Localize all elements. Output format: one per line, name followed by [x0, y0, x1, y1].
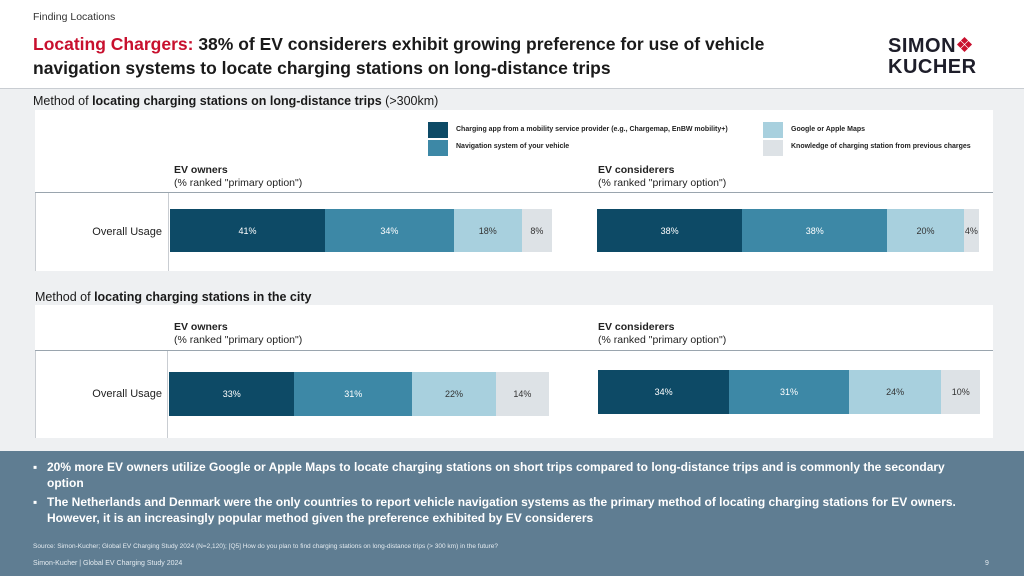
group-name: EV owners: [174, 164, 228, 176]
method-bold: locating charging stations on long-dista…: [92, 94, 382, 108]
segment-value-label: 38%: [805, 225, 824, 236]
legend-swatch-maps: [763, 122, 783, 138]
insights-band: [0, 451, 1024, 576]
section-label: Finding Locations: [33, 11, 116, 23]
legend-label-nav: Navigation system of your vehicle: [456, 143, 570, 150]
source-note: Source: Simon-Kucher; Global EV Charging…: [33, 543, 499, 550]
segment-previous-knowledge: 8%: [521, 209, 552, 252]
legend-label-knowledge: Knowledge of charging station from previ…: [791, 143, 971, 150]
title-accent: Locating Chargers:: [33, 34, 194, 54]
segment-google-apple-maps: 24%: [848, 370, 942, 414]
legend-label-app: Charging app from a mobility service pro…: [456, 126, 728, 133]
group-title-owners-2: EV owners (% ranked "primary option"): [174, 321, 302, 347]
segment-charging-app: 38%: [597, 209, 743, 252]
segment-charging-app: 34%: [598, 370, 730, 414]
stacked-bar-owners-city: 33% 31% 22% 14%: [169, 372, 549, 416]
method-prefix: Method of: [33, 94, 93, 108]
group-subtitle: (% ranked "primary option"): [174, 177, 303, 189]
segment-previous-knowledge: 10%: [941, 370, 980, 414]
bullet-marker-icon: ▪: [33, 460, 38, 474]
segment-value-label: 38%: [660, 225, 679, 236]
segment-google-apple-maps: 20%: [887, 209, 964, 252]
segment-value-label: 20%: [916, 225, 935, 236]
segment-value-label: 41%: [238, 225, 257, 236]
bar-axis-2: [167, 351, 168, 438]
group-name: EV considerers: [598, 164, 675, 176]
stacked-bar-considerers-city: 34% 31% 24% 10%: [598, 370, 980, 414]
method-suffix: (>300km): [381, 94, 439, 108]
group-subtitle: (% ranked "primary option"): [598, 334, 727, 346]
method-heading-long-distance: Method of locating charging stations on …: [33, 94, 438, 108]
segment-value-label: 10%: [951, 387, 970, 397]
method-prefix: Method of: [35, 290, 95, 304]
segment-value-label: 31%: [344, 389, 363, 399]
segment-charging-app: 41%: [170, 209, 326, 252]
segment-previous-knowledge: 14%: [495, 372, 549, 416]
segment-value-label: 8%: [530, 225, 544, 236]
logo-line-2: KUCHER: [888, 56, 977, 78]
stacked-bar-considerers-long-distance: 38% 38% 20% 4%: [597, 209, 979, 252]
page-number: 9: [985, 560, 989, 567]
row-label-overall-2: Overall Usage: [92, 388, 162, 400]
segment-value-label: 34%: [654, 387, 673, 397]
method-heading-city: Method of locating charging stations in …: [35, 290, 311, 304]
segment-charging-app: 33%: [169, 372, 295, 416]
segment-value-label: 14%: [513, 389, 532, 399]
logo-diamonds-icon: [957, 36, 973, 52]
segment-value-label: 18%: [478, 225, 497, 236]
group-name: EV considerers: [598, 321, 675, 333]
insight-text-2: The Netherlands and Denmark were the onl…: [47, 495, 956, 525]
group-name: EV owners: [174, 321, 228, 333]
segment-previous-knowledge: 4%: [963, 209, 979, 252]
segment-value-label: 22%: [444, 389, 463, 399]
segment-navigation-system: 31%: [729, 370, 849, 414]
row-left-edge-1: [35, 193, 36, 271]
insight-bullet-1: ▪ 20% more EV owners utilize Google or A…: [33, 459, 973, 491]
insight-bullet-2: ▪ The Netherlands and Denmark were the o…: [33, 494, 973, 526]
bullet-marker-icon: ▪: [33, 495, 38, 509]
legend-swatch-knowledge: [763, 140, 783, 156]
group-subtitle: (% ranked "primary option"): [174, 334, 303, 346]
insight-text-1: 20% more EV owners utilize Google or App…: [47, 460, 945, 490]
bar-axis-1: [168, 193, 169, 271]
table-divider-1: [35, 192, 993, 193]
segment-value-label: 33%: [222, 389, 241, 399]
legend-swatch-nav: [428, 140, 448, 156]
group-title-considerers-1: EV considerers (% ranked "primary option"…: [598, 164, 726, 190]
segment-value-label: 34%: [380, 225, 399, 236]
page-title: Locating Chargers: 38% of EV considerers…: [33, 32, 853, 80]
simon-kucher-logo: SIMON KUCHER: [888, 36, 977, 78]
segment-navigation-system: 38%: [742, 209, 888, 252]
segment-google-apple-maps: 18%: [453, 209, 522, 252]
row-left-edge-2: [35, 351, 36, 438]
segment-google-apple-maps: 22%: [412, 372, 496, 416]
table-divider-2: [35, 350, 993, 351]
group-subtitle: (% ranked "primary option"): [598, 177, 727, 189]
segment-value-label: 31%: [779, 387, 798, 397]
segment-value-label: 4%: [964, 225, 978, 236]
segment-navigation-system: 31%: [294, 372, 413, 416]
row-label-overall-1: Overall Usage: [92, 226, 162, 238]
header-divider: [0, 88, 1024, 89]
stacked-bar-owners-long-distance: 41% 34% 18% 8%: [170, 209, 552, 252]
method-bold: locating charging stations in the city: [94, 290, 312, 304]
segment-navigation-system: 34%: [325, 209, 454, 252]
legend-label-maps: Google or Apple Maps: [791, 126, 866, 133]
title-rest: 38% of EV considerers exhibit growing pr…: [33, 34, 765, 78]
footer-label: Simon-Kucher | Global EV Charging Study …: [33, 560, 183, 567]
group-title-owners-1: EV owners (% ranked "primary option"): [174, 164, 302, 190]
legend-swatch-app: [428, 122, 448, 138]
segment-value-label: 24%: [886, 387, 905, 397]
logo-line-1: SIMON: [888, 35, 957, 57]
group-title-considerers-2: EV considerers (% ranked "primary option"…: [598, 321, 726, 347]
